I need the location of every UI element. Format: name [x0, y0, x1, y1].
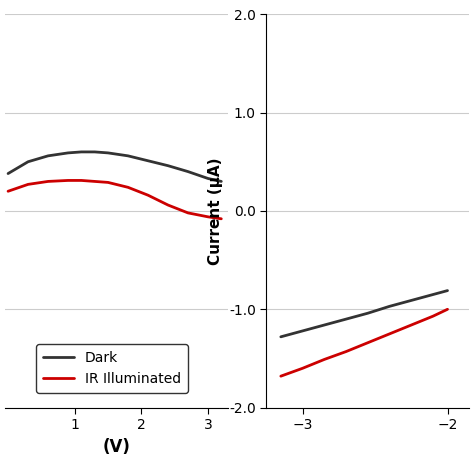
Legend: Dark, IR Illuminated: Dark, IR Illuminated — [36, 344, 188, 393]
Dark — [205, 176, 211, 182]
IR Illuminated — [92, 179, 98, 184]
Dark — [92, 149, 98, 155]
Dark — [25, 159, 31, 164]
Dark — [185, 169, 191, 174]
IR Illuminated — [205, 214, 211, 219]
Dark — [125, 153, 131, 159]
IR Illuminated — [45, 179, 51, 184]
Dark — [219, 179, 224, 184]
IR Illuminated — [5, 189, 11, 194]
IR Illuminated — [105, 180, 111, 185]
Dark — [65, 150, 71, 156]
IR Illuminated — [65, 178, 71, 183]
Dark — [45, 153, 51, 159]
Line: Dark: Dark — [8, 152, 221, 182]
IR Illuminated — [25, 182, 31, 187]
IR Illuminated — [165, 202, 171, 208]
IR Illuminated — [185, 210, 191, 216]
Y-axis label: Current (μA): Current (μA) — [209, 157, 223, 264]
Dark — [79, 149, 84, 155]
Dark — [105, 150, 111, 156]
Dark — [145, 158, 151, 164]
Dark — [5, 171, 11, 176]
IR Illuminated — [145, 192, 151, 198]
Dark — [165, 163, 171, 169]
IR Illuminated — [125, 184, 131, 190]
IR Illuminated — [79, 178, 84, 183]
Line: IR Illuminated: IR Illuminated — [8, 181, 221, 219]
X-axis label: (V): (V) — [102, 438, 130, 456]
IR Illuminated — [219, 216, 224, 222]
